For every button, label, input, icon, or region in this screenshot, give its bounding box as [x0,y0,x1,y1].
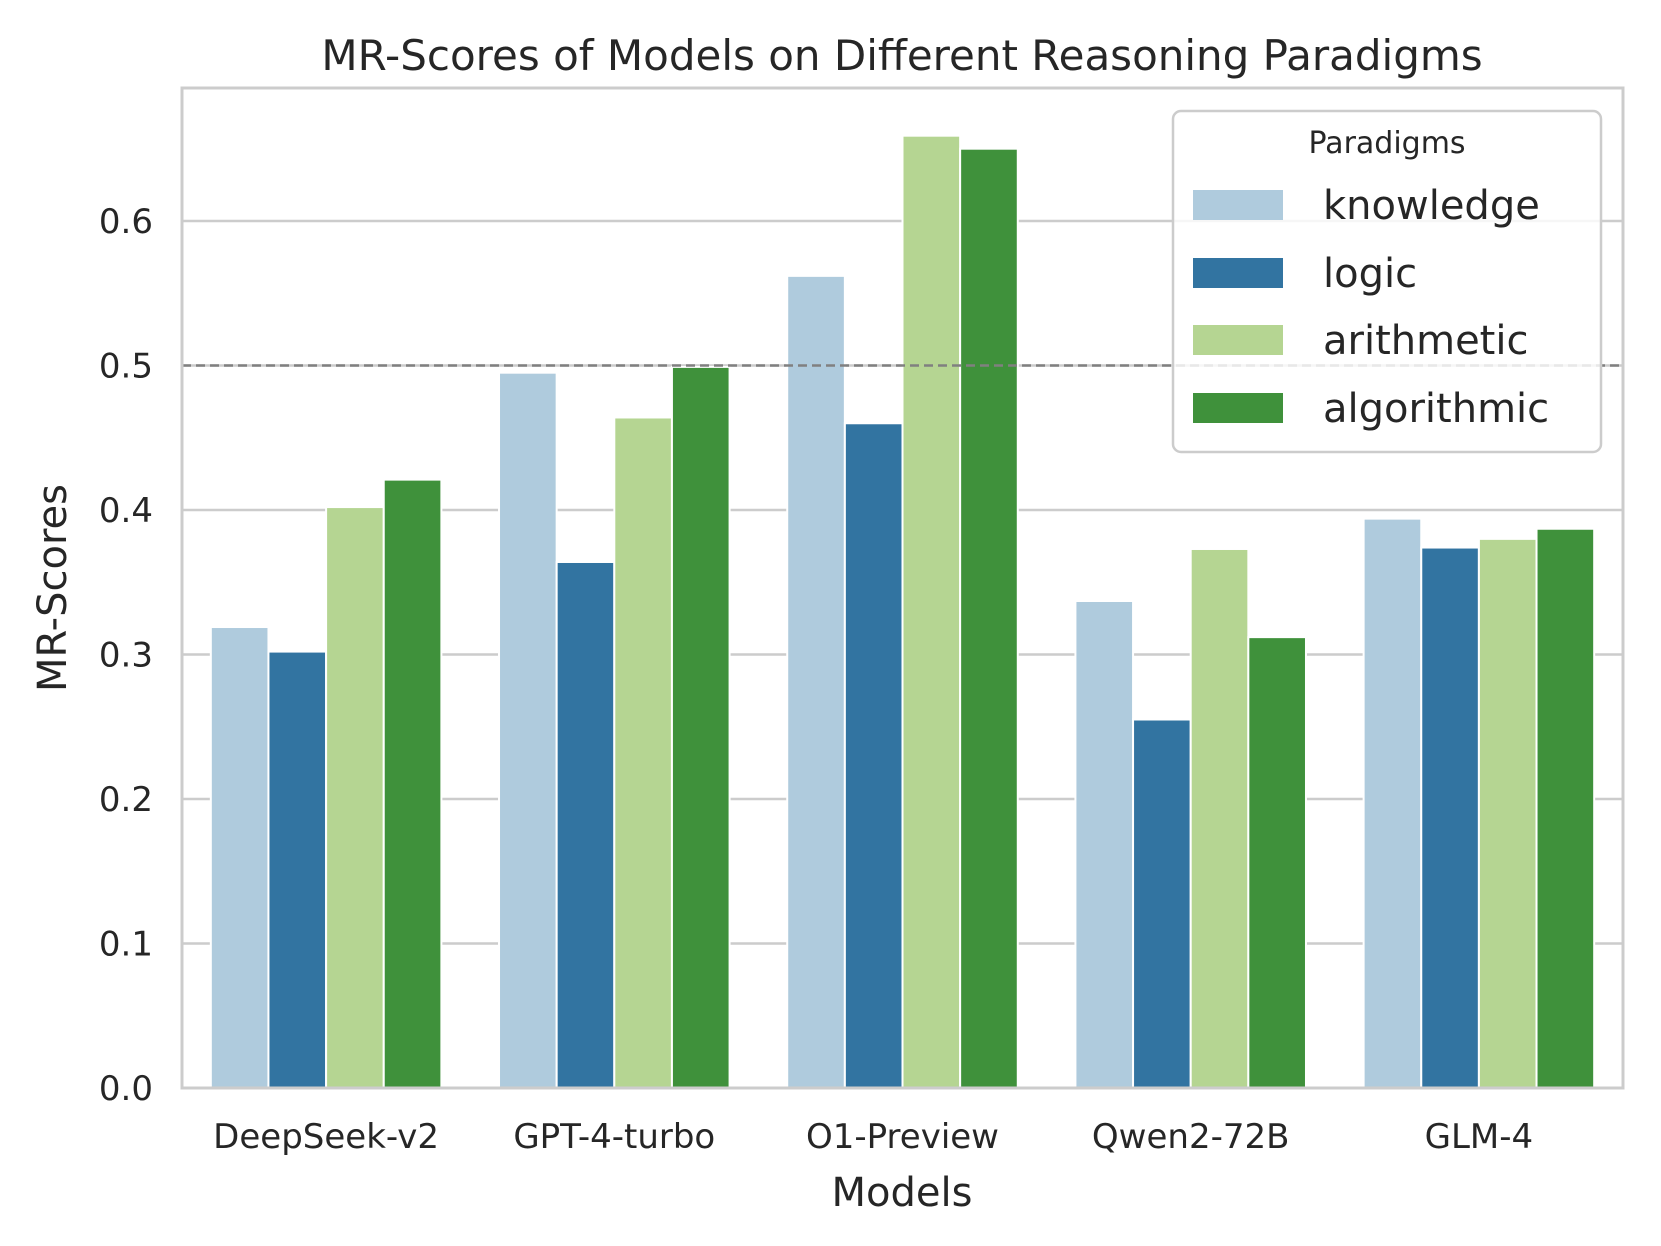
bar-algorithmic-Qwen2-72B [1247,636,1307,1089]
bar-group-DeepSeek-v2 [209,478,443,1090]
x-tick-label: GPT-4-turbo [513,1117,715,1157]
bar-arithmetic-DeepSeek-v2 [325,506,385,1089]
y-tick-label: 0.1 [99,924,153,964]
bar-arithmetic-Qwen2-72B [1189,547,1250,1089]
legend: Paradigms knowledge logic arithmetic algori… [1171,109,1603,454]
y-axis-label: MR-Scores [30,484,76,692]
y-tick-labels: 0.0 0.1 0.2 0.3 0.4 0.5 0.6 [99,202,153,1109]
legend-item-knowledge: knowledge [1193,183,1540,229]
bar-knowledge-O1-Preview [786,274,846,1089]
legend-swatch [1193,258,1283,288]
legend-items: knowledge logic arithmetic algorithmic [1193,183,1549,432]
axes-frame [180,86,1625,1090]
bar-algorithmic-GPT-4-turbo [670,365,731,1089]
y-tick-label: 0.2 [99,780,153,820]
y-tick-label: 0.0 [99,1069,153,1109]
legend-swatch [1193,393,1283,423]
x-tick-label: O1-Preview [806,1117,999,1157]
bar-knowledge-Qwen2-72B [1074,600,1135,1090]
legend-title: Paradigms [1308,126,1465,161]
bar-group-GLM-4 [1362,517,1596,1089]
bar-group-Qwen2-72B [1074,547,1307,1090]
bar-knowledge-DeepSeek-v2 [209,626,270,1089]
chart-title: MR-Scores of Models on Different Reasoni… [321,31,1482,80]
bars [209,134,1596,1090]
x-tick-label: GLM-4 [1425,1117,1534,1157]
legend-item-arithmetic: arithmetic [1193,318,1528,364]
bar-algorithmic-GLM-4 [1535,527,1596,1089]
x-axis-label: Models [832,1170,973,1216]
bar-logic-GLM-4 [1420,546,1480,1089]
bar-arithmetic-O1-Preview [901,134,962,1089]
bar-logic-GPT-4-turbo [555,560,616,1089]
y-tick-label: 0.3 [99,635,153,675]
legend-label: algorithmic [1323,386,1549,432]
x-tick-labels: DeepSeek-v2 GPT-4-turbo O1-Preview Qwen2-72… [213,1117,1533,1157]
bar-group-O1-Preview [786,134,1019,1089]
y-tick-label: 0.6 [99,202,153,242]
bar-algorithmic-DeepSeek-v2 [382,478,443,1090]
legend-item-logic: logic [1193,251,1417,297]
x-tick-label: Qwen2-72B [1092,1117,1290,1157]
y-tick-label: 0.5 [99,346,153,386]
legend-label: arithmetic [1323,318,1528,364]
bar-logic-Qwen2-72B [1132,718,1192,1089]
legend-swatch [1193,325,1283,355]
legend-label: logic [1323,251,1417,297]
bar-arithmetic-GPT-4-turbo [613,416,673,1089]
y-tick-label: 0.4 [99,491,153,531]
bar-algorithmic-O1-Preview [959,147,1019,1089]
legend-swatch [1193,190,1283,220]
bar-arithmetic-GLM-4 [1477,537,1538,1089]
bar-group-GPT-4-turbo [498,365,731,1089]
bar-knowledge-GPT-4-turbo [498,371,558,1089]
bar-logic-O1-Preview [843,422,904,1089]
x-tick-label: DeepSeek-v2 [213,1117,439,1157]
bar-knowledge-GLM-4 [1362,517,1423,1089]
legend-label: knowledge [1323,183,1540,229]
legend-item-algorithmic: algorithmic [1193,386,1549,432]
bar-logic-DeepSeek-v2 [267,650,328,1089]
